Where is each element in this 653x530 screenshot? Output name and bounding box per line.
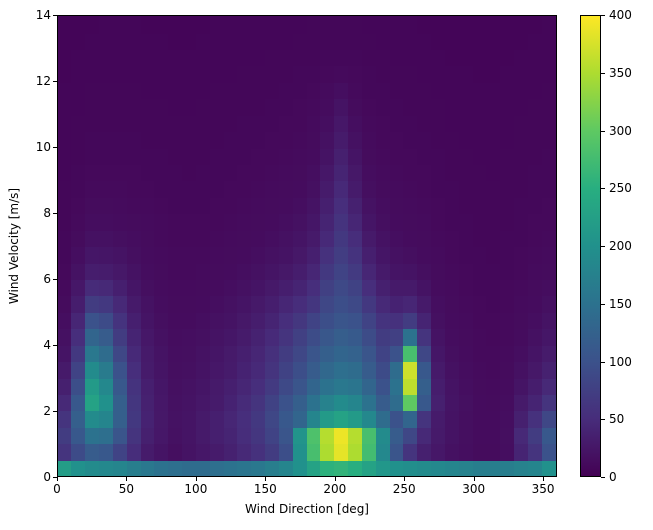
colorbar-tick-mark: [601, 130, 605, 132]
y-tick-mark: [53, 411, 57, 412]
colorbar-tick-label: 250: [609, 181, 632, 196]
colorbar-tick-label: 200: [609, 239, 632, 253]
y-tick-label: 0: [43, 470, 51, 484]
y-tick-mark: [53, 15, 57, 16]
colorbar-tick-mark: [601, 15, 605, 16]
x-tick-mark: [265, 477, 267, 481]
x-tick-mark: [404, 477, 406, 481]
y-tick-mark: [53, 345, 57, 346]
colorbar-tick-label: 50: [609, 412, 625, 427]
x-tick-mark: [334, 477, 336, 481]
x-axis-label: Wind Direction [deg]: [245, 502, 369, 516]
colorbar-tick-label: 400: [609, 8, 632, 22]
x-tick-mark: [126, 477, 128, 481]
y-tick-mark: [53, 213, 57, 214]
colorbar-tick-label: 100: [609, 354, 632, 369]
x-tick-label: 300: [462, 482, 486, 496]
x-tick-mark: [473, 477, 475, 481]
x-tick-label: 250: [392, 482, 416, 496]
y-tick-mark: [53, 147, 57, 148]
y-tick-mark: [53, 81, 57, 82]
colorbar-tick-mark: [601, 361, 605, 363]
y-tick-label: 12: [35, 74, 51, 88]
colorbar-tick-mark: [601, 188, 605, 190]
y-tick-label: 10: [35, 140, 51, 154]
y-tick-label: 4: [43, 338, 51, 352]
colorbar-tick-mark: [601, 477, 605, 478]
y-tick-label: 2: [43, 404, 51, 418]
x-tick-mark: [57, 477, 58, 481]
colorbar-tick-mark: [601, 246, 605, 247]
x-tick-mark: [195, 477, 197, 481]
x-tick-label: 200: [323, 482, 347, 496]
x-tick-label: 50: [118, 482, 135, 496]
y-tick-mark: [53, 279, 57, 280]
x-tick-label: 0: [53, 482, 61, 496]
plot-area: [57, 15, 557, 477]
colorbar-tick-label: 350: [609, 65, 632, 80]
x-tick-label: 350: [531, 482, 555, 496]
x-tick-label: 150: [253, 482, 277, 496]
y-tick-mark: [53, 477, 57, 478]
y-tick-label: 14: [35, 8, 51, 22]
colorbar-tick-label: 150: [609, 296, 632, 311]
colorbar-tick-label: 300: [609, 123, 632, 138]
x-tick-mark: [543, 477, 545, 481]
colorbar-tick-label: 0: [609, 470, 617, 484]
colorbar-gradient: [581, 16, 600, 476]
x-tick-label: 100: [184, 482, 208, 496]
y-tick-label: 6: [43, 272, 51, 286]
colorbar: [580, 15, 601, 477]
colorbar-tick-mark: [601, 303, 605, 305]
colorbar-tick-mark: [601, 419, 605, 421]
colorbar-tick-mark: [601, 72, 605, 74]
y-tick-label: 8: [43, 206, 51, 220]
heatmap-canvas: [58, 16, 556, 476]
